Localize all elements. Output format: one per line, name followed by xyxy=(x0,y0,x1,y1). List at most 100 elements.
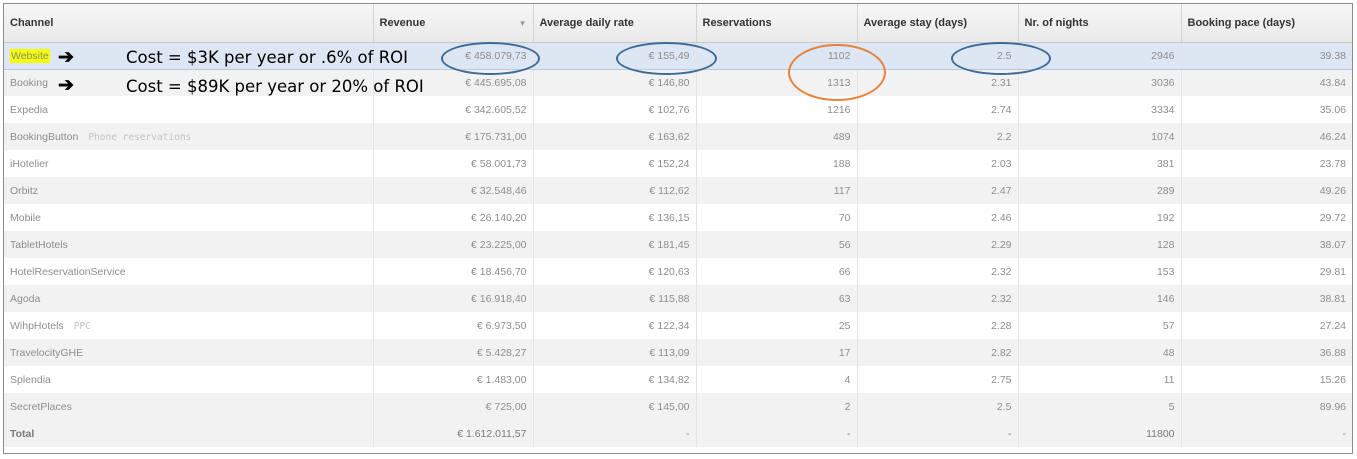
cell-nights: 48 xyxy=(1018,339,1182,366)
cell-average-stay: 2.32 xyxy=(857,285,1019,312)
channel-name: Agoda xyxy=(10,292,41,305)
cell-nights: 5 xyxy=(1018,393,1182,420)
column-header-nights[interactable]: Nr. of nights xyxy=(1018,4,1182,43)
cell-reservations: 63 xyxy=(696,285,858,312)
channel-name: iHotelier xyxy=(10,157,49,170)
cell-booking-pace: 29.81 xyxy=(1181,258,1352,285)
cell-average-daily-rate: € 136,15 xyxy=(533,204,697,231)
channel-name: BookingButton xyxy=(10,130,79,143)
cell-revenue: € 16.918,40 xyxy=(373,285,534,312)
cell-channel: HotelReservationService xyxy=(4,258,374,285)
table-row[interactable]: TabletHotels € 23.225,00 € 181,45 56 2.29 128… xyxy=(4,231,1352,258)
cell-booking-pace: 38.81 xyxy=(1181,285,1352,312)
cell-revenue: € 725,00 xyxy=(373,393,534,420)
cell-booking-pace: 39.38 xyxy=(1181,41,1352,70)
table-row[interactable]: Agoda € 16.918,40 € 115,88 63 2.32 146 38.81 xyxy=(4,285,1352,312)
cell-booking-pace: 49.26 xyxy=(1181,177,1352,204)
cell-reservations: 188 xyxy=(696,150,858,177)
column-header-reservations[interactable]: Reservations xyxy=(696,4,858,43)
channel-name: Total xyxy=(10,427,35,440)
channel-name: WihpHotels xyxy=(10,319,64,332)
cell-reservations: 2 xyxy=(696,393,858,420)
cell-nights: 1074 xyxy=(1018,123,1182,150)
cell-reservations: 25 xyxy=(696,312,858,339)
cell-nights: 289 xyxy=(1018,177,1182,204)
cell-channel: BookingButton Phone reservations xyxy=(4,123,374,150)
cell-average-stay: - xyxy=(857,420,1019,447)
cell-revenue: € 23.225,00 xyxy=(373,231,534,258)
cell-average-daily-rate: - xyxy=(533,420,697,447)
cell-reservations: 17 xyxy=(696,339,858,366)
table-row[interactable]: Expedia € 342.605,52 € 102,76 1216 2.74 3334 3… xyxy=(4,96,1352,123)
table-row[interactable]: Booking € 445.695,08 € 146,80 1313 2.31 3036 4… xyxy=(4,69,1352,96)
cell-average-daily-rate: € 113,09 xyxy=(533,339,697,366)
cell-nights: 3334 xyxy=(1018,96,1182,123)
column-header-revenue[interactable]: Revenue ▼ xyxy=(373,4,534,43)
table-row[interactable]: HotelReservationService € 18.456,70 € 120,… xyxy=(4,258,1352,285)
channel-name: HotelReservationService xyxy=(10,265,126,278)
cell-reservations: 4 xyxy=(696,366,858,393)
channel-name: Expedia xyxy=(10,103,48,116)
cell-revenue: € 26.140,20 xyxy=(373,204,534,231)
table-row[interactable]: Splendia € 1.483,00 € 134,82 4 2.75 11 15.26 xyxy=(4,366,1352,393)
cell-average-stay: 2.82 xyxy=(857,339,1019,366)
cell-channel: TravelocityGHE xyxy=(4,339,374,366)
cell-nights: 128 xyxy=(1018,231,1182,258)
table-row[interactable]: TravelocityGHE € 5.428,27 € 113,09 17 2.82 48… xyxy=(4,339,1352,366)
channel-name: TabletHotels xyxy=(10,238,68,251)
cell-revenue: € 1.612.011,57 xyxy=(373,420,534,447)
table-row[interactable]: iHotelier € 58.001,73 € 152,24 188 2.03 381 23… xyxy=(4,150,1352,177)
table-row[interactable]: Mobile € 26.140,20 € 136,15 70 2.46 192 29.72 xyxy=(4,204,1352,231)
cell-booking-pace: 89.96 xyxy=(1181,393,1352,420)
cell-nights: 146 xyxy=(1018,285,1182,312)
cell-revenue: € 18.456,70 xyxy=(373,258,534,285)
cell-average-stay: 2.03 xyxy=(857,150,1019,177)
cell-channel: WihpHotels PPC xyxy=(4,312,374,339)
cell-revenue: € 342.605,52 xyxy=(373,96,534,123)
cell-average-daily-rate: € 115,88 xyxy=(533,285,697,312)
cell-average-daily-rate: € 134,82 xyxy=(533,366,697,393)
cell-average-daily-rate: € 120,63 xyxy=(533,258,697,285)
cell-average-stay: 2.5 xyxy=(857,393,1019,420)
channel-name: Splendia xyxy=(10,373,51,386)
cell-revenue: € 1.483,00 xyxy=(373,366,534,393)
column-header-average-stay[interactable]: Average stay (days) xyxy=(857,4,1019,43)
cell-revenue: € 58.001,73 xyxy=(373,150,534,177)
channel-name: Booking xyxy=(10,76,48,89)
channel-name: Orbitz xyxy=(10,184,39,197)
table-body: Website € 458.079,73 € 155,49 1102 2.5 2946 39… xyxy=(4,41,1352,447)
cell-channel: Expedia xyxy=(4,96,374,123)
cell-revenue: € 32.548,46 xyxy=(373,177,534,204)
column-header-booking-pace[interactable]: Booking pace (days) xyxy=(1181,4,1352,43)
cell-average-daily-rate: € 181,45 xyxy=(533,231,697,258)
cell-booking-pace: 36.88 xyxy=(1181,339,1352,366)
cell-nights: 3036 xyxy=(1018,69,1182,96)
table-row[interactable]: BookingButton Phone reservations € 175.731… xyxy=(4,123,1352,150)
cell-average-stay: 2.32 xyxy=(857,258,1019,285)
cell-nights: 57 xyxy=(1018,312,1182,339)
cell-reservations: 56 xyxy=(696,231,858,258)
booking-cost-annotation: Cost = $89K per year or 20% of ROI xyxy=(126,77,424,96)
table-row[interactable]: WihpHotels PPC € 6.973,50 € 122,34 25 2.28 57 2… xyxy=(4,312,1352,339)
cell-revenue: € 5.428,27 xyxy=(373,339,534,366)
cell-reservations: 70 xyxy=(696,204,858,231)
revenue-highlight-oval xyxy=(441,42,540,75)
cell-booking-pace: 35.06 xyxy=(1181,96,1352,123)
cell-revenue: € 175.731,00 xyxy=(373,123,534,150)
cell-nights: 192 xyxy=(1018,204,1182,231)
channel-note: PPC xyxy=(73,320,91,332)
channel-name: TravelocityGHE xyxy=(10,346,84,359)
cell-channel: Total xyxy=(4,420,374,447)
cell-reservations: 489 xyxy=(696,123,858,150)
cell-average-stay: 2.46 xyxy=(857,204,1019,231)
column-header-channel[interactable]: Channel xyxy=(4,4,374,43)
reservations-highlight-oval xyxy=(788,44,886,101)
cell-booking-pace: 38.07 xyxy=(1181,231,1352,258)
table-row[interactable]: Orbitz € 32.548,46 € 112,62 117 2.47 289 49.26 xyxy=(4,177,1352,204)
cell-booking-pace: 27.24 xyxy=(1181,312,1352,339)
table-row[interactable]: SecretPlaces € 725,00 € 145,00 2 2.5 5 89.96 xyxy=(4,393,1352,420)
column-header-average-daily-rate[interactable]: Average daily rate xyxy=(533,4,697,43)
channel-note: Phone reservations xyxy=(88,131,192,143)
cell-channel: Splendia xyxy=(4,366,374,393)
sort-descending-icon[interactable]: ▼ xyxy=(518,18,527,28)
